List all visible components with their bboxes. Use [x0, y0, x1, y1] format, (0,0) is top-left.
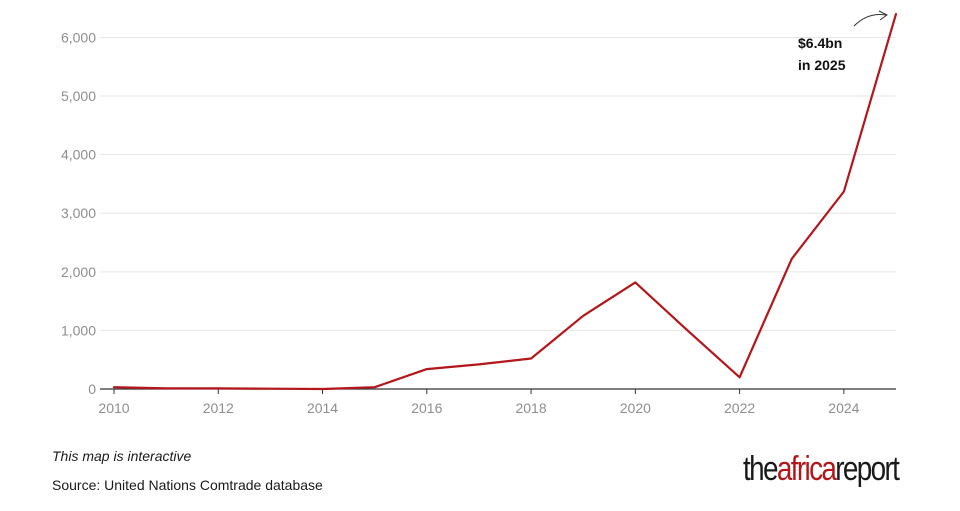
series-lines: [112, 12, 898, 391]
x-tick-label-2024: 2024: [828, 400, 859, 416]
annotation-arrow: [853, 14, 887, 27]
x-tick-label-2016: 2016: [411, 400, 442, 416]
x-tick-label-2010: 2010: [98, 400, 129, 416]
series-line-0: [112, 12, 898, 391]
brand-part-africa: africa: [776, 450, 837, 488]
source-note: Source: United Nations Comtrade database: [52, 477, 323, 493]
line-chart: 0 1,000 2,000 3,000 4,000 5,000 6,000 2010 2012…: [61, 10, 898, 416]
y-tick-label-0: 0: [88, 381, 96, 397]
x-tick-label-2018: 2018: [515, 400, 546, 416]
x-tick-label-2022: 2022: [724, 400, 755, 416]
annotations: $6.4bn in 2025: [798, 10, 888, 73]
x-tick-label-2012: 2012: [203, 400, 234, 416]
x-tick-label-2014: 2014: [307, 400, 338, 416]
annotation-arrowhead: [878, 10, 888, 21]
x-axis: 2010 2012 2014 2016 2018 2020 2022 2024: [98, 388, 896, 416]
y-tick-label-5000: 5,000: [61, 88, 96, 104]
gridlines: [100, 36, 896, 331]
interactive-note: This map is interactive: [52, 448, 192, 464]
brand-logo: theafricareport: [742, 450, 900, 488]
y-tick-label-6000: 6,000: [61, 29, 96, 45]
x-tick-label-2020: 2020: [620, 400, 651, 416]
y-tick-label-4000: 4,000: [61, 147, 96, 163]
y-tick-label-1000: 1,000: [61, 322, 96, 338]
brand-part-report: report: [835, 450, 900, 488]
brand-part-the: the: [742, 450, 778, 488]
y-axis-ticks: 0 1,000 2,000 3,000 4,000 5,000 6,000: [61, 29, 96, 397]
annotation-line2: in 2025: [798, 57, 846, 73]
annotation-line1: $6.4bn: [798, 35, 842, 51]
y-tick-label-2000: 2,000: [61, 264, 96, 280]
y-tick-label-3000: 3,000: [61, 205, 96, 221]
